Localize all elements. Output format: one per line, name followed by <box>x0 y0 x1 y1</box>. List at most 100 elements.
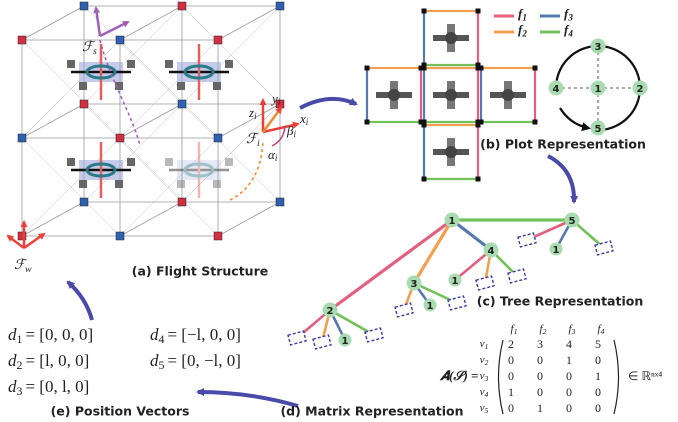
position-vector: d4 = [−l, 0, 0] <box>150 325 241 346</box>
row-label: v5 <box>480 402 489 415</box>
graph-node <box>590 38 606 54</box>
matrix-entry: 0 <box>566 401 572 415</box>
plot-graph <box>554 44 642 132</box>
matrix-entry: 4 <box>566 337 572 351</box>
caption: (c) Tree Representation <box>477 294 643 309</box>
frame-label: ℱw <box>14 258 32 275</box>
matrix-entry: 1 <box>537 401 543 415</box>
graph-node-label: 4 <box>553 84 560 95</box>
legend-label: f2 <box>518 22 527 39</box>
matrix-representation: 𝑨(𝒮) = ∈ ℝⁿˣ⁴ f1 f2 f3 f4 v1 v2 v3 v4 v5 2 3 4 5 0 0 1 0… <box>439 323 662 415</box>
tree-leaf-label: 1 <box>342 336 349 347</box>
lattice-edge <box>217 103 281 139</box>
graph-node-label: 3 <box>595 42 602 53</box>
lattice-node <box>213 133 223 143</box>
graph-nodes: 1 2 3 4 5 <box>548 38 648 136</box>
graph-node-label: 1 <box>595 84 602 95</box>
row-label: v4 <box>480 386 489 399</box>
column-label: f1 <box>511 323 518 336</box>
matrix-entry: 0 <box>508 401 514 415</box>
lattice-node <box>115 35 125 45</box>
lattice-edge <box>119 137 219 237</box>
matrix-entry: 2 <box>508 337 514 351</box>
tree-leaf <box>549 242 563 256</box>
plot-cell <box>421 65 481 125</box>
lattice-node <box>177 197 187 207</box>
matrix-entry: 0 <box>566 369 572 383</box>
graph-node <box>590 120 606 136</box>
empty-slot <box>394 302 414 318</box>
position-vector: d3 = [0, l, 0] <box>8 377 89 398</box>
tree-node <box>564 212 580 228</box>
tree-node <box>444 212 460 228</box>
drone <box>165 142 233 198</box>
tree-edge <box>454 249 492 281</box>
axis-label: yi <box>270 91 281 107</box>
tree-edge <box>412 219 454 284</box>
world-frame: ℱw <box>6 220 46 275</box>
tree-node-label: 4 <box>488 246 495 257</box>
empty-slot <box>507 268 527 284</box>
matrix-entry: 3 <box>537 337 543 351</box>
column-label: f2 <box>540 323 547 336</box>
matrix-rhs: ∈ ℝⁿˣ⁴ <box>628 369 662 383</box>
graph-node-label: 2 <box>637 84 644 95</box>
matrix-entry: 0 <box>595 401 601 415</box>
lattice-node <box>213 231 223 241</box>
matrix-entry: 5 <box>595 337 601 351</box>
matrix-entry: 0 <box>566 385 572 399</box>
tree-edge <box>526 218 573 242</box>
lattice-edge <box>21 103 85 139</box>
lattice-node <box>17 133 27 143</box>
matrix-entry: 0 <box>508 353 514 367</box>
lattice-edge <box>119 103 183 139</box>
plot-cell <box>364 65 424 125</box>
flow-arrow <box>547 154 579 204</box>
position-vector: d1 = [0, 0, 0] <box>8 325 93 346</box>
row-label: v3 <box>480 370 489 383</box>
plot-representation <box>364 8 538 182</box>
matrix-entry: 0 <box>595 385 601 399</box>
graph-node-label: 5 <box>595 124 602 135</box>
angle-label: αi <box>268 147 278 163</box>
caption: (a) Flight Structure <box>132 264 268 279</box>
lattice-node <box>213 35 223 45</box>
drone-frame: ℱi xi yi zi βi αi <box>229 91 309 201</box>
tree-edge <box>451 218 492 252</box>
tree-edge <box>329 218 453 312</box>
position-vector: d5 = [0, −l, 0] <box>150 351 241 372</box>
legend-label: f4 <box>564 22 573 39</box>
tree-leaf <box>338 333 352 347</box>
matrix-entry: 1 <box>595 369 601 383</box>
matrix-entry: 0 <box>537 369 543 383</box>
legend-label: f1 <box>518 6 527 23</box>
lattice-node <box>79 99 89 109</box>
matrix-entry: 0 <box>537 385 543 399</box>
tree-leaf-label: 1 <box>452 276 459 287</box>
drone <box>67 44 135 100</box>
lattice-edge <box>119 5 183 41</box>
empty-slot <box>364 327 384 343</box>
lattice-edge <box>21 39 121 139</box>
empty-slot <box>312 334 332 350</box>
tree-node <box>483 242 499 258</box>
axis-label: zi <box>248 105 257 121</box>
frame-label: ℱi <box>246 132 260 149</box>
frame-label: ℱs <box>82 40 97 57</box>
empty-slot <box>287 330 307 346</box>
flight-lattice <box>17 1 285 241</box>
row-label: v2 <box>480 354 489 367</box>
column-label: f3 <box>569 323 576 336</box>
lattice-node <box>115 231 125 241</box>
empty-slot <box>475 275 495 291</box>
plot-cell <box>421 8 481 68</box>
tree-representation: 1 5 4 3 2 1 1 1 1 <box>287 212 614 350</box>
lattice-node <box>79 197 89 207</box>
lattice-node <box>17 231 27 241</box>
lattice-node <box>17 35 27 45</box>
tree-node-label: 3 <box>411 279 418 290</box>
flow-arrow <box>299 96 358 110</box>
lattice-node <box>275 197 285 207</box>
empty-slot <box>517 232 537 248</box>
